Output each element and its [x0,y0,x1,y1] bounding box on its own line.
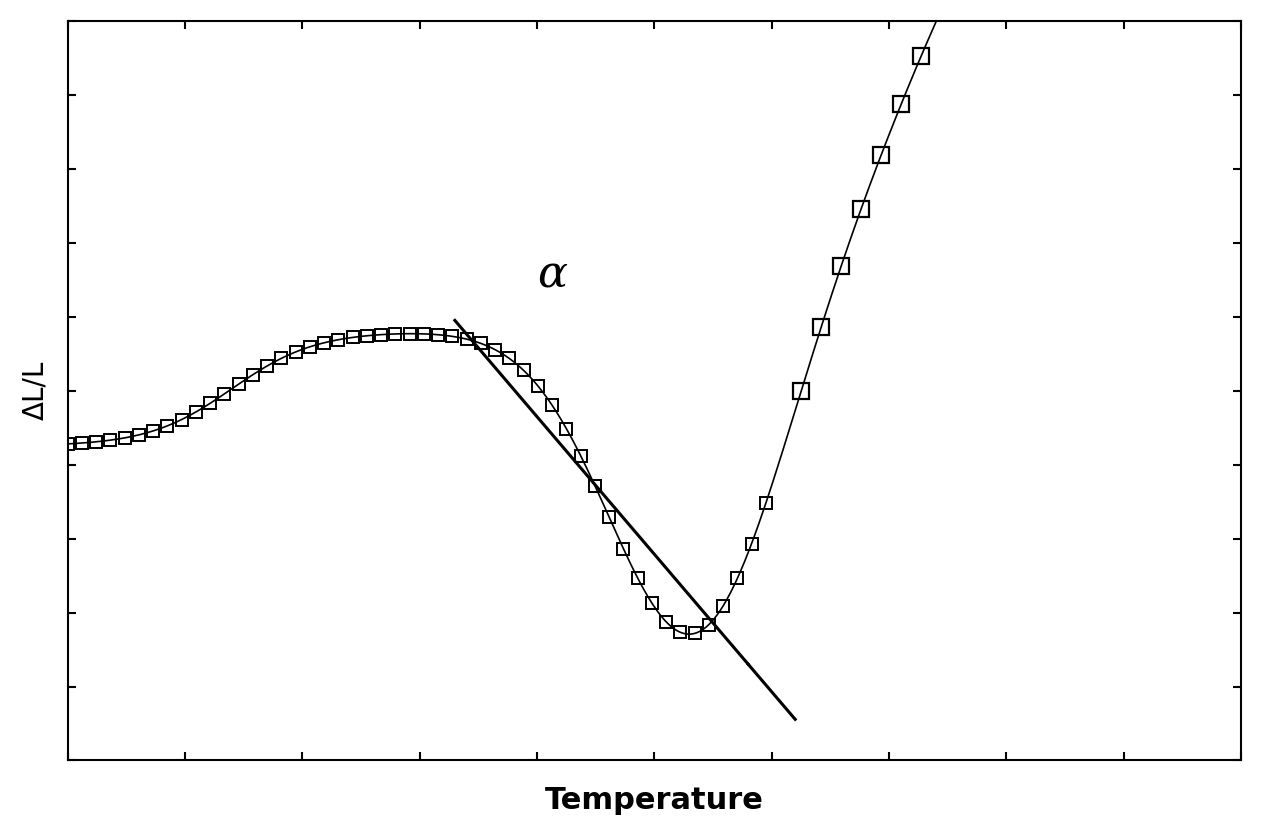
Text: α: α [538,253,567,296]
Y-axis label: ΔL/L: ΔL/L [21,361,49,421]
X-axis label: Temperature: Temperature [545,786,764,815]
